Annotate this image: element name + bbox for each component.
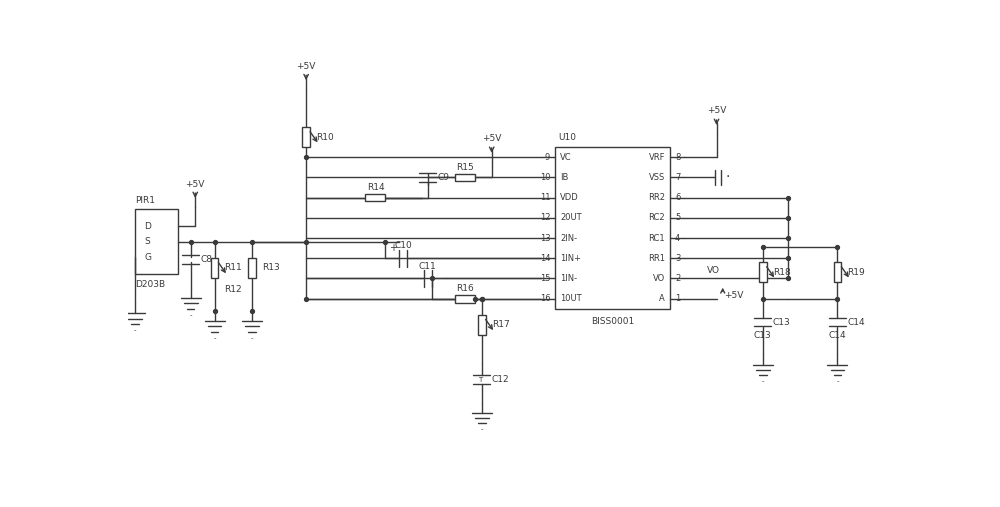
- Text: -: -: [189, 312, 192, 318]
- Text: C13: C13: [754, 331, 772, 340]
- Text: D: D: [144, 222, 151, 231]
- Text: 1IN-: 1IN-: [560, 274, 577, 283]
- Text: C14: C14: [847, 318, 865, 327]
- Text: R14: R14: [367, 183, 384, 192]
- Text: R18: R18: [773, 268, 791, 277]
- Text: 1: 1: [675, 294, 680, 303]
- Text: 10: 10: [540, 173, 550, 182]
- Text: R19: R19: [847, 268, 865, 277]
- Text: IB: IB: [560, 173, 569, 182]
- Text: ·: ·: [725, 170, 730, 185]
- Text: 10UT: 10UT: [560, 294, 582, 303]
- Text: -: -: [836, 378, 839, 384]
- Text: 20UT: 20UT: [560, 213, 582, 223]
- Text: 2IN-: 2IN-: [560, 234, 577, 242]
- Text: C12: C12: [492, 375, 509, 384]
- Text: 4: 4: [675, 234, 680, 242]
- Text: BISS0001: BISS0001: [591, 317, 634, 327]
- Text: +5V: +5V: [724, 291, 744, 300]
- Text: RR2: RR2: [648, 193, 665, 202]
- Text: VO: VO: [653, 274, 665, 283]
- Text: T: T: [478, 377, 482, 383]
- Text: VSS: VSS: [649, 173, 665, 182]
- Text: VO: VO: [707, 266, 720, 275]
- Text: C8: C8: [201, 255, 213, 264]
- Text: U10: U10: [559, 132, 577, 141]
- Text: 9: 9: [545, 153, 550, 162]
- Text: C10: C10: [394, 241, 412, 250]
- Text: R17: R17: [492, 320, 509, 330]
- Text: 6: 6: [675, 193, 680, 202]
- Text: R16: R16: [456, 284, 474, 293]
- Bar: [248, 258, 256, 278]
- Text: -: -: [251, 335, 253, 341]
- Text: +5V: +5V: [296, 62, 316, 71]
- Bar: [211, 258, 218, 278]
- Text: VDD: VDD: [560, 193, 579, 202]
- Bar: [455, 295, 475, 303]
- Text: G: G: [144, 252, 151, 262]
- Text: 3: 3: [675, 254, 680, 263]
- Text: RC1: RC1: [648, 234, 665, 242]
- Text: 16: 16: [540, 294, 550, 303]
- Text: 12: 12: [540, 213, 550, 223]
- Bar: [555, 147, 670, 309]
- Text: RC2: RC2: [648, 213, 665, 223]
- Text: PIR1: PIR1: [135, 196, 155, 205]
- Bar: [135, 209, 178, 274]
- Text: 1IN+: 1IN+: [560, 254, 581, 263]
- Text: +: +: [389, 243, 397, 253]
- Text: R10: R10: [316, 132, 334, 141]
- Bar: [455, 173, 475, 181]
- Text: R12: R12: [225, 285, 242, 294]
- Text: 11: 11: [540, 193, 550, 202]
- Text: RR1: RR1: [648, 254, 665, 263]
- Text: C13: C13: [773, 318, 791, 327]
- Text: -: -: [480, 426, 483, 432]
- Text: R11: R11: [225, 264, 242, 272]
- Text: A: A: [659, 294, 665, 303]
- Text: R13: R13: [262, 264, 280, 272]
- Text: 2: 2: [675, 274, 680, 283]
- Text: S: S: [145, 237, 150, 246]
- Text: C11: C11: [419, 262, 437, 271]
- Bar: [834, 262, 841, 282]
- Text: -: -: [762, 378, 764, 384]
- Text: C14: C14: [829, 331, 846, 340]
- Text: -: -: [213, 335, 216, 341]
- Bar: [478, 315, 486, 335]
- Bar: [302, 127, 310, 147]
- Text: C9: C9: [438, 173, 450, 182]
- Text: 7: 7: [675, 173, 680, 182]
- Text: R15: R15: [456, 163, 474, 172]
- Text: VC: VC: [560, 153, 572, 162]
- Text: +5V: +5V: [707, 106, 726, 116]
- Text: -: -: [134, 328, 136, 333]
- Text: 13: 13: [540, 234, 550, 242]
- Text: 14: 14: [540, 254, 550, 263]
- Text: 15: 15: [540, 274, 550, 283]
- Text: D203B: D203B: [135, 280, 165, 289]
- Text: +5V: +5V: [482, 134, 501, 143]
- Text: +5V: +5V: [186, 179, 205, 189]
- Text: 5: 5: [675, 213, 680, 223]
- Text: VRF: VRF: [648, 153, 665, 162]
- Bar: [365, 194, 385, 201]
- Text: 8: 8: [675, 153, 680, 162]
- Bar: [759, 262, 767, 282]
